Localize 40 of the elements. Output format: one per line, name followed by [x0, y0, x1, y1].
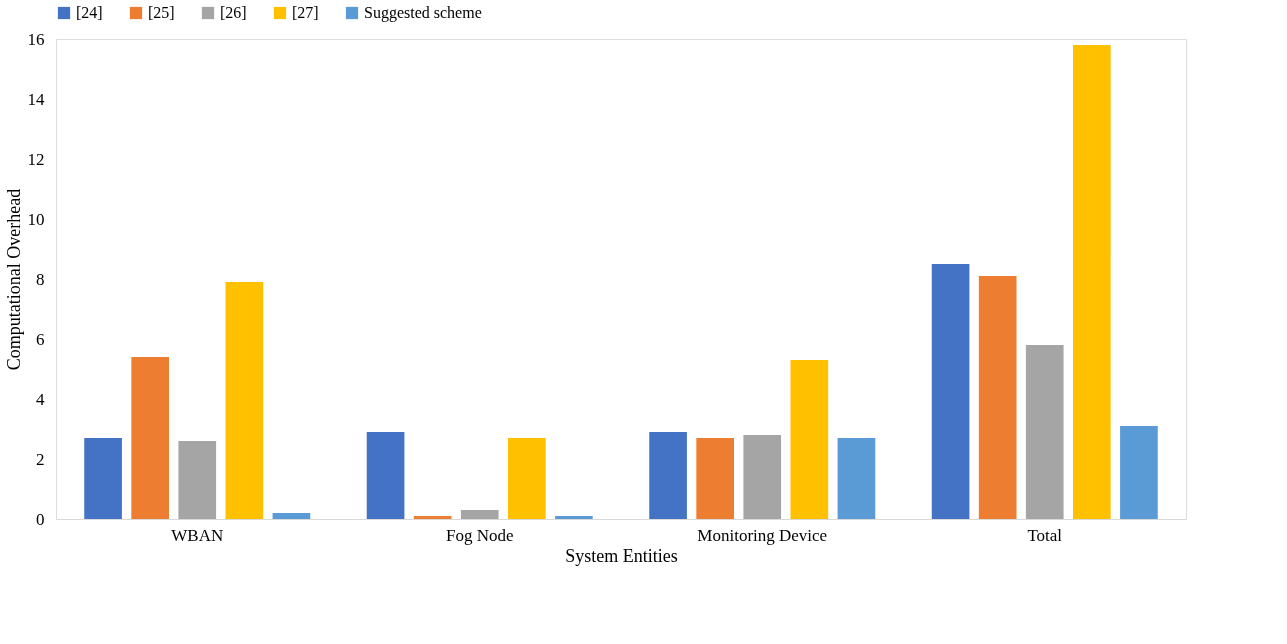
- y-tick-label: 10: [27, 209, 45, 229]
- bar: [366, 432, 405, 519]
- legend-label: [24]: [76, 4, 103, 21]
- bar: [460, 510, 499, 519]
- bar: [413, 516, 452, 519]
- bar: [555, 516, 593, 519]
- bar: [1025, 345, 1064, 519]
- bar: [131, 357, 169, 519]
- bar: [837, 438, 876, 519]
- x-tick-label: Total: [1027, 525, 1063, 545]
- legend-label: [26]: [220, 4, 247, 21]
- y-tick-label: 12: [27, 149, 45, 169]
- bar: [649, 432, 687, 519]
- y-tick-label: 16: [27, 29, 45, 49]
- bar: [1120, 426, 1158, 519]
- bar: [84, 438, 122, 519]
- y-tick-label: 8: [36, 269, 45, 289]
- bar: [696, 438, 734, 519]
- x-tick-label: Monitoring Device: [697, 525, 828, 545]
- bar: [743, 435, 782, 519]
- y-tick-label: 0: [36, 509, 45, 529]
- bar: [225, 282, 264, 519]
- legend-label: [25]: [148, 4, 175, 21]
- x-axis-title: System Entities: [565, 545, 678, 566]
- y-tick-label: 4: [36, 389, 45, 409]
- y-axis-title: Computational Overhead: [3, 188, 24, 371]
- x-tick-label: WBAN: [171, 525, 224, 545]
- bar: [272, 513, 311, 519]
- legend-label: [27]: [292, 4, 319, 21]
- bar: [178, 441, 217, 519]
- bar: [790, 360, 829, 519]
- bar: [508, 438, 546, 519]
- x-tick-label: Fog Node: [445, 525, 514, 545]
- legend-label: Suggested scheme: [364, 4, 482, 22]
- y-tick-label: 2: [36, 449, 45, 469]
- bar: [1073, 45, 1111, 519]
- y-tick-label: 14: [27, 89, 45, 109]
- y-tick-label: 6: [36, 329, 45, 349]
- bar: [931, 264, 970, 519]
- bar: [978, 276, 1017, 519]
